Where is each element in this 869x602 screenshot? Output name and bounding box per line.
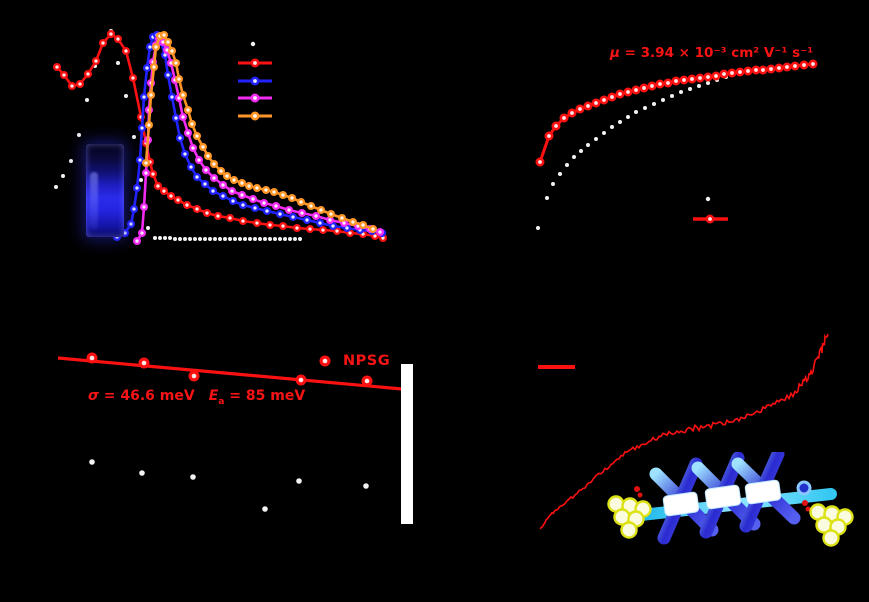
fit-line-c	[57, 356, 403, 391]
molecule-end-ring	[796, 480, 812, 496]
legend-entry-a-2	[238, 76, 272, 86]
molecular-structure-inset	[607, 452, 854, 547]
ea-symbol: E	[208, 388, 219, 404]
molecule-oxygen-atoms	[634, 486, 811, 512]
legend-entry-b-1	[693, 214, 728, 224]
mobility-value: = 3.94 × 10⁻³ cm² V⁻¹ s⁻¹	[619, 45, 814, 61]
legend-entry-b-0	[705, 196, 711, 202]
legend-entry-a-4	[238, 111, 272, 121]
molecule-core-planes	[662, 479, 782, 517]
sigma-value: = 46.6 meV	[98, 388, 195, 404]
legend-entry-c-0	[319, 355, 331, 367]
mobility-annotation: μ = 3.94 × 10⁻³ cm² V⁻¹ s⁻¹	[610, 45, 813, 61]
ea-value: = 85 meV	[224, 388, 306, 404]
series-white-points-c	[89, 459, 369, 512]
pyrene-cluster-right	[809, 503, 854, 547]
legend-entry-a-3	[238, 93, 272, 103]
series-red-b	[535, 59, 818, 167]
ea-subscript: a	[218, 396, 225, 407]
series-red-noisy-d	[539, 333, 829, 530]
pyrene-cluster-left	[607, 495, 652, 539]
disorder-annotation: σ = 46.6 meV Ea = 85 meV	[88, 388, 305, 407]
series-red-a	[53, 30, 387, 242]
series-white-dotted-b	[536, 75, 728, 230]
legend-entry-a-0	[250, 41, 256, 47]
legend-entry-a-1	[238, 58, 272, 68]
series-magenta-a	[133, 35, 384, 245]
sigma-symbol: σ	[88, 388, 99, 404]
white-scale-bar	[401, 364, 413, 524]
npsg-legend-label: NPSG	[343, 353, 391, 369]
series-red-points-c	[86, 352, 373, 387]
series-orange-a	[142, 31, 377, 233]
uv-cuvette-photo	[86, 144, 124, 237]
mobility-mu-symbol: μ	[610, 45, 620, 61]
